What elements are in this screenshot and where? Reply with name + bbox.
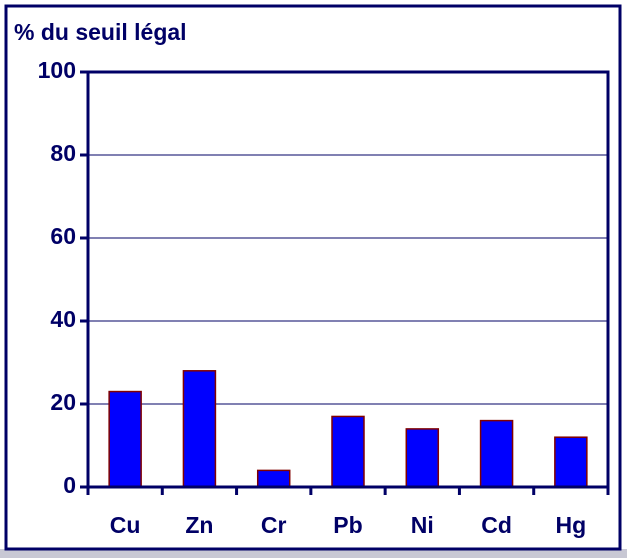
frame [4,4,622,551]
x-tick-label: Cd [481,512,512,538]
x-tick-label: Hg [556,512,587,538]
y-tick-label: 80 [50,140,76,166]
bar [479,419,514,488]
y-tick-label: 20 [50,389,76,415]
bar [405,428,440,488]
plot-border [86,70,610,489]
bar [554,436,588,488]
y-tick-label: 100 [38,57,76,83]
x-tick-label: Zn [185,512,213,538]
shadow [0,549,627,558]
y-tick-label: 60 [50,223,76,249]
bar [256,469,291,488]
chart-title: % du seuil légal [14,19,187,45]
y-tick-label: 0 [63,472,76,498]
x-tick-label: Pb [333,512,362,538]
y-tick-label: 40 [50,306,76,332]
bar [182,370,217,488]
x-tick-label: Ni [411,512,434,538]
bar [108,390,142,488]
bar [331,415,365,488]
x-tick-label: Cr [261,512,287,538]
x-tick-label: Cu [110,512,141,538]
